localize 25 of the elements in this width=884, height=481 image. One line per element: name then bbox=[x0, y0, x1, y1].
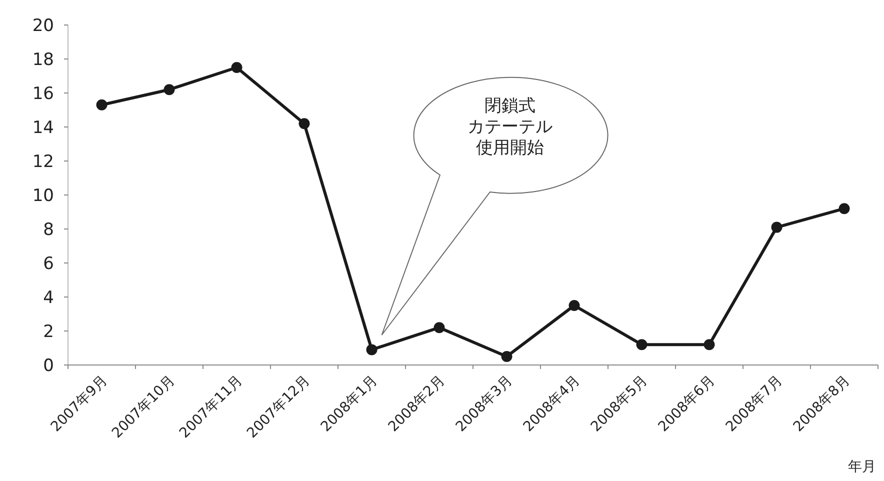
y-tick-label: 8 bbox=[43, 220, 54, 240]
point bbox=[568, 300, 580, 311]
y-tick-label: 10 bbox=[32, 186, 54, 206]
point bbox=[96, 99, 108, 110]
point bbox=[501, 351, 512, 362]
y-tick-label: 18 bbox=[32, 50, 54, 70]
point bbox=[636, 339, 648, 350]
point bbox=[434, 322, 445, 334]
x-axis-title: 年月 bbox=[848, 459, 876, 475]
y-tick-label: 12 bbox=[32, 152, 54, 172]
point bbox=[164, 84, 175, 96]
y-tick-label: 14 bbox=[32, 118, 54, 138]
y-tick-label: 4 bbox=[43, 288, 54, 308]
y-tick-label: 2 bbox=[43, 322, 54, 342]
y-tick-label: 20 bbox=[32, 16, 54, 36]
y-tick-label: 16 bbox=[32, 84, 54, 104]
point bbox=[366, 344, 378, 356]
point bbox=[771, 222, 782, 233]
point bbox=[704, 339, 715, 350]
point bbox=[838, 203, 850, 214]
point bbox=[231, 62, 242, 73]
y-tick-label: 6 bbox=[43, 254, 54, 274]
point bbox=[298, 118, 310, 130]
annotation: 閉鎖式カテーテル使用開始 bbox=[468, 96, 552, 158]
y-tick-label: 0 bbox=[43, 356, 54, 376]
